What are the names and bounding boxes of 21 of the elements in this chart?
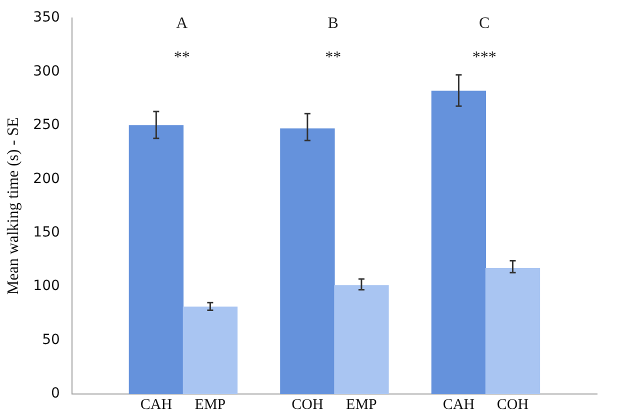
y-axis-title: Mean walking time (s) - SE — [4, 117, 22, 295]
annotation: ** — [325, 49, 342, 66]
x-tick-label: COH — [292, 396, 324, 413]
y-tick-label: 300 — [33, 63, 60, 80]
y-tick-label: 50 — [42, 332, 60, 348]
x-tick-label: EMP — [194, 396, 226, 413]
y-tick-label: 200 — [33, 170, 60, 187]
y-tick-label: 350 — [33, 10, 60, 26]
annotation: *** — [472, 49, 496, 66]
x-tick-label: EMP — [346, 396, 377, 413]
y-tick-label: 250 — [33, 117, 60, 134]
annotation: B — [328, 15, 338, 32]
annotation: C — [479, 15, 490, 32]
annotation: ** — [174, 49, 190, 66]
x-tick-label: CAH — [442, 396, 475, 413]
y-tick-label: 100 — [33, 278, 60, 294]
y-tick-label: 0 — [51, 386, 60, 402]
y-tick-label: 150 — [33, 224, 60, 240]
x-tick-label: CAH — [140, 396, 172, 413]
annotation: A — [176, 15, 188, 32]
x-tick-label: COH — [496, 396, 529, 413]
